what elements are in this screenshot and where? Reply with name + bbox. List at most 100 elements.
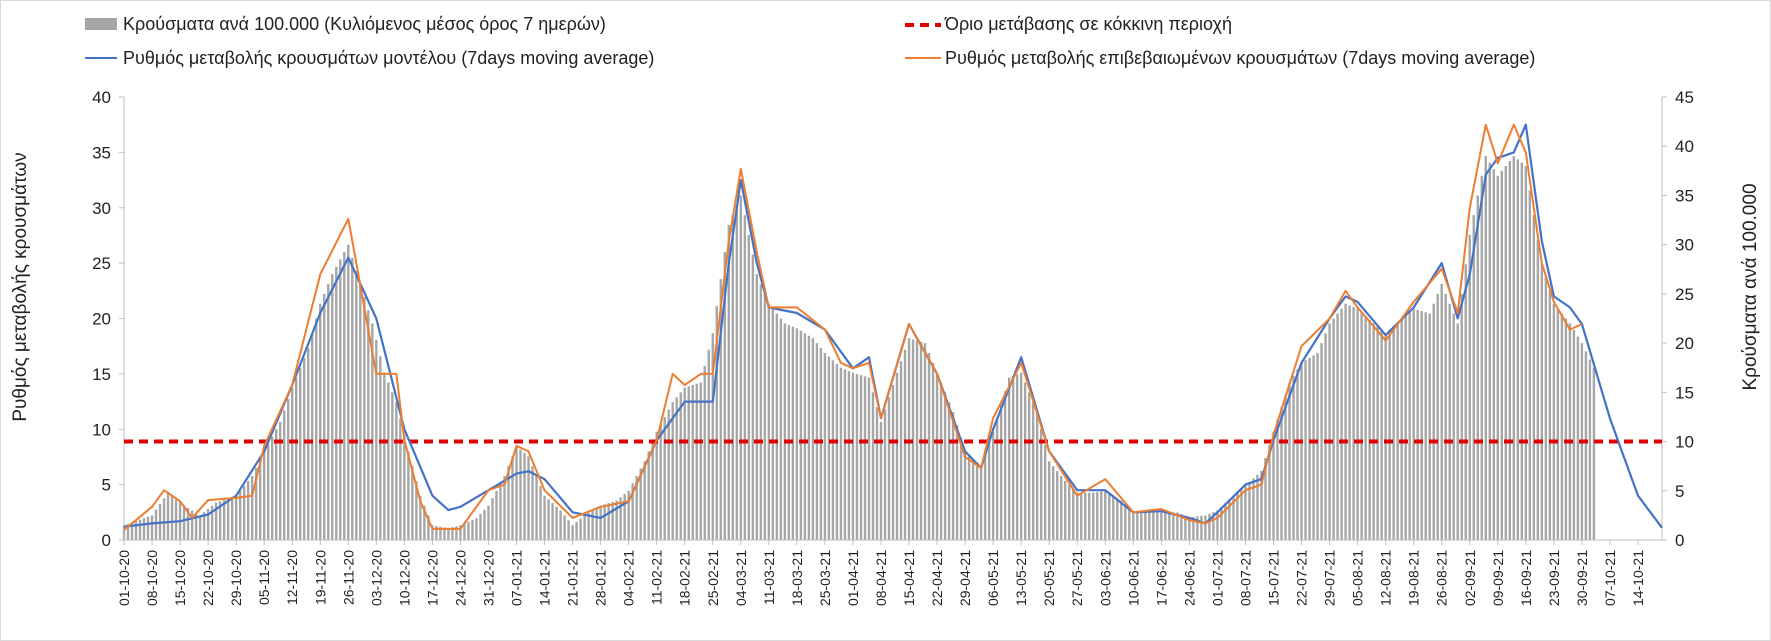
x-tick-label: 01-04-21	[845, 550, 861, 606]
legend-label-confirmed: Ρυθμός μεταβολής επιβεβαιωμένων κρουσμάτ…	[945, 48, 1535, 68]
x-tick-label: 15-10-20	[172, 550, 188, 606]
x-tick-label: 24-12-20	[452, 550, 468, 606]
bar	[1188, 517, 1191, 540]
bar	[1204, 515, 1207, 540]
bar	[1035, 412, 1039, 540]
bar	[202, 512, 206, 540]
bar	[495, 490, 498, 540]
bar	[146, 516, 150, 540]
bar	[1556, 308, 1560, 540]
bar	[1428, 313, 1431, 540]
bar	[515, 446, 518, 540]
x-tick-label: 31-12-20	[480, 550, 496, 606]
bar	[987, 443, 991, 540]
bar	[639, 468, 642, 540]
bar	[459, 525, 462, 540]
bar	[967, 455, 971, 540]
bar	[671, 402, 674, 540]
bar	[1108, 493, 1111, 540]
bar	[1300, 362, 1303, 540]
x-tick-label: 28-01-21	[593, 550, 609, 606]
bar	[355, 270, 358, 540]
x-tick-label: 23-09-21	[1546, 550, 1562, 606]
x-tick-label: 03-06-21	[1097, 550, 1113, 606]
bar	[1272, 431, 1275, 540]
bar	[1140, 512, 1143, 540]
bar	[535, 476, 538, 540]
bar	[1452, 313, 1455, 540]
bar	[1136, 512, 1139, 540]
bar	[1264, 457, 1267, 540]
bar	[1592, 367, 1596, 540]
bar	[222, 499, 226, 540]
bar	[655, 431, 658, 540]
bar	[335, 266, 338, 540]
x-tick-label: 01-07-21	[1209, 550, 1225, 606]
bar	[451, 527, 454, 540]
x-tick-label: 07-01-21	[509, 550, 525, 606]
bar	[667, 409, 670, 540]
bar	[1096, 492, 1099, 540]
bar	[1352, 307, 1355, 540]
bar	[1372, 323, 1375, 540]
legend-label-model: Ρυθμός μεταβολής κρουσμάτων μοντέλου (7d…	[123, 48, 654, 68]
bar	[1564, 318, 1568, 540]
bar	[759, 284, 763, 540]
bar	[887, 397, 891, 540]
bar	[138, 519, 142, 540]
bar	[126, 523, 130, 540]
bar	[395, 402, 398, 540]
bar	[1007, 377, 1011, 540]
x-tick-label: 04-02-21	[621, 550, 637, 606]
x-tick-label: 05-08-21	[1350, 550, 1366, 606]
bar	[623, 494, 626, 540]
bar	[1156, 512, 1159, 540]
bar	[631, 483, 634, 540]
bar	[1396, 322, 1399, 540]
bar	[823, 352, 827, 540]
bar	[931, 362, 935, 540]
bar	[715, 306, 718, 540]
x-tick-label: 05-11-20	[256, 550, 272, 605]
bar	[166, 492, 170, 540]
bar	[287, 398, 290, 540]
bar	[1240, 489, 1243, 540]
bar	[1236, 492, 1239, 540]
bar	[1444, 293, 1447, 540]
bar	[375, 339, 378, 540]
bar	[543, 495, 546, 540]
bar	[551, 503, 554, 540]
y-right-tick-label: 25	[1675, 285, 1694, 304]
bar	[1100, 491, 1103, 540]
bar	[479, 514, 482, 540]
bar	[951, 412, 955, 540]
y-left-tick-label: 5	[102, 476, 111, 495]
bar	[415, 480, 418, 540]
bar	[1324, 333, 1327, 540]
bar	[483, 509, 486, 540]
bar	[323, 293, 326, 540]
bar	[1268, 444, 1271, 540]
bar	[963, 451, 967, 540]
bar	[799, 330, 803, 540]
bar	[403, 434, 406, 540]
bar	[1328, 323, 1331, 540]
bar	[1196, 516, 1199, 540]
bar	[1220, 506, 1223, 540]
bar	[1380, 329, 1383, 540]
bar	[1584, 351, 1588, 540]
bar	[771, 308, 775, 540]
bar	[1019, 372, 1023, 540]
bar	[1015, 374, 1019, 540]
bar	[643, 461, 646, 540]
bar	[1408, 311, 1411, 540]
bar	[1316, 352, 1319, 540]
x-tick-label: 29-07-21	[1322, 550, 1338, 606]
bar	[1412, 308, 1415, 540]
bar	[214, 502, 218, 540]
y-right-tick-label: 45	[1675, 88, 1694, 107]
bar	[763, 293, 767, 540]
bar	[439, 526, 442, 540]
bar	[899, 361, 903, 540]
bar	[130, 522, 134, 540]
